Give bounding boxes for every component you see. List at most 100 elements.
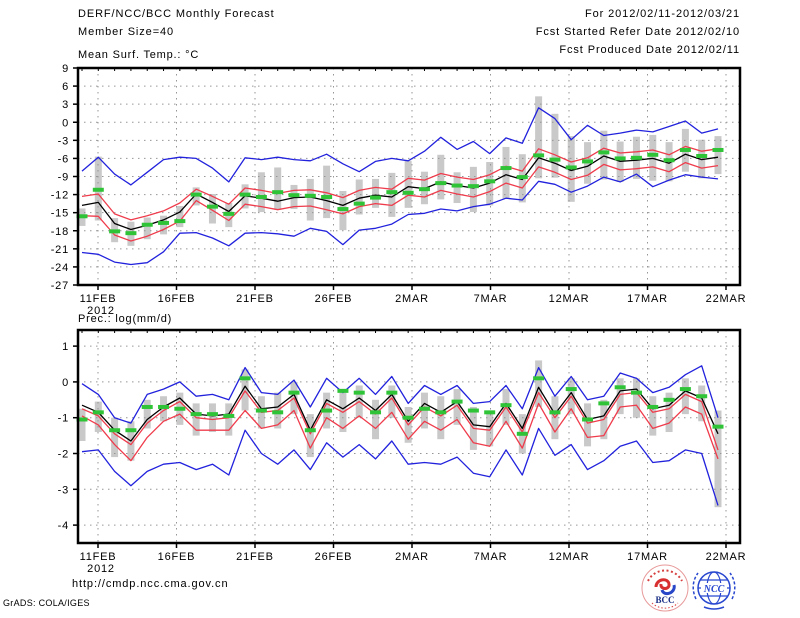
x-tick-label: 12MAR [549,551,590,563]
gray-spread-bar [192,403,200,436]
gray-spread-bar [632,378,640,418]
gray-spread-bar [714,136,722,175]
gray-spread-bar [355,179,363,215]
x-tick-label: 26FEB [315,293,353,305]
fcst-produced-date-label: Fcst Produced Date 2012/02/11 [559,44,740,56]
x-tick-year-label: 2012 [87,305,115,317]
fcst-refer-date-label: Fcst Started Refer Date 2012/02/10 [535,26,740,38]
y-tick-label: 3 [62,99,69,111]
series-mean-plus-spread [81,390,719,451]
y-tick-label: 0 [62,117,69,129]
y-tick-label: -15 [51,208,69,220]
gray-spread-bar [616,378,624,415]
gray-spread-bar [681,378,689,415]
y-tick-label: -4 [58,520,69,532]
gray-spread-bar [453,172,461,204]
y-tick-label: -18 [51,226,69,238]
gray-spread-bar [535,96,543,179]
bcc-swirl-red [654,578,671,590]
bcc-swirl-blue [660,584,676,596]
series-ensemble-min [81,173,719,266]
y-tick-label: -3 [58,135,69,147]
x-tick-label: 26FEB [315,551,353,563]
member-size-label: Member Size=40 [78,26,175,38]
y-tick-label: -27 [51,280,69,292]
y-tick-label: -6 [58,153,69,165]
gray-spread-bar [388,172,396,217]
x-tick-label: 11FEB [80,293,117,305]
gray-spread-bar [404,160,412,208]
gray-spread-bar [78,408,86,441]
chart-title: Mean Surf. Temp.: °C [78,49,199,61]
gray-spread-bar [469,166,477,213]
series-ensemble-min [81,427,719,506]
gray-spread-bar [502,146,510,199]
x-tick-label: 17MAR [627,551,668,563]
page-title: DERF/NCC/BCC Monthly Forecast [78,8,275,20]
series-ensemble-max [81,365,719,424]
forecast-range-label: For 2012/02/11-2012/03/21 [584,8,740,20]
gray-spread-bar [584,403,592,447]
series-mean-plus-spread [81,145,719,221]
gray-spread-bar [306,178,314,221]
x-tick-label: 7MAR [474,551,508,563]
x-tick-label: 21FEB [236,293,274,305]
gray-spread-bar [143,217,151,240]
gray-spread-bar [372,399,380,440]
y-tick-label: -1 [58,413,69,425]
gray-spread-bar [437,154,445,200]
x-tick-label: 2MAR [395,293,429,305]
gray-spread-bar [486,410,494,447]
source-url: http://cmdp.ncc.cma.gov.cn [72,578,229,590]
gray-spread-bar [208,403,216,433]
y-tick-label: -3 [58,484,69,496]
x-tick-label: 21FEB [236,551,274,563]
gray-spread-bar [323,165,331,219]
grads-credit: GrADS: COLA/IGES [3,598,90,608]
bcc-logo: BCC [641,564,689,612]
gray-spread-bar [241,369,249,411]
gray-spread-bar [600,130,608,180]
footer-logos: BCC NCC [641,564,736,612]
gray-spread-bar [257,172,265,213]
x-tick-year-label: 2012 [87,563,115,575]
x-tick-label: 7MAR [474,293,508,305]
bcc-logo-text: BCC [655,595,674,605]
ncc-logo: NCC [692,571,736,610]
gray-spread-bar [111,417,119,458]
gray-spread-bar [649,396,657,436]
y-tick-label: 0 [62,377,69,389]
y-tick-label: 1 [62,341,69,353]
x-tick-label: 12MAR [549,293,590,305]
y-tick-label: -2 [58,449,69,461]
x-tick-label: 11FEB [80,551,117,563]
gray-spread-bar [665,392,673,433]
x-tick-label: 2MAR [395,551,429,563]
x-tick-label: 17MAR [627,293,668,305]
x-tick-label: 16FEB [158,293,196,305]
series-ensemble-mean [81,153,719,231]
chart-title: Prec.: log(mm/d) [78,313,172,325]
gray-spread-bar [453,389,461,425]
x-tick-label: 22MAR [706,293,747,305]
gray-spread-bar [143,399,151,429]
y-tick-label: 9 [62,63,69,75]
gray-spread-bar [176,206,184,228]
series-mean-minus-spread [81,402,719,462]
gray-spread-bar [339,389,347,433]
x-tick-label: 22MAR [706,551,747,563]
gray-spread-bar [160,215,168,235]
gray-spread-bar [551,113,559,178]
gray-spread-bar [437,396,445,440]
y-tick-label: 6 [62,81,69,93]
y-tick-label: -9 [58,172,69,184]
y-tick-label: -21 [51,244,69,256]
gray-spread-bar [274,167,282,210]
y-tick-label: -12 [51,190,69,202]
plot-frame [76,328,742,545]
ncc-logo-text: NCC [703,584,725,595]
gray-spread-bar [372,178,380,208]
gray-spread-bar [306,414,314,458]
